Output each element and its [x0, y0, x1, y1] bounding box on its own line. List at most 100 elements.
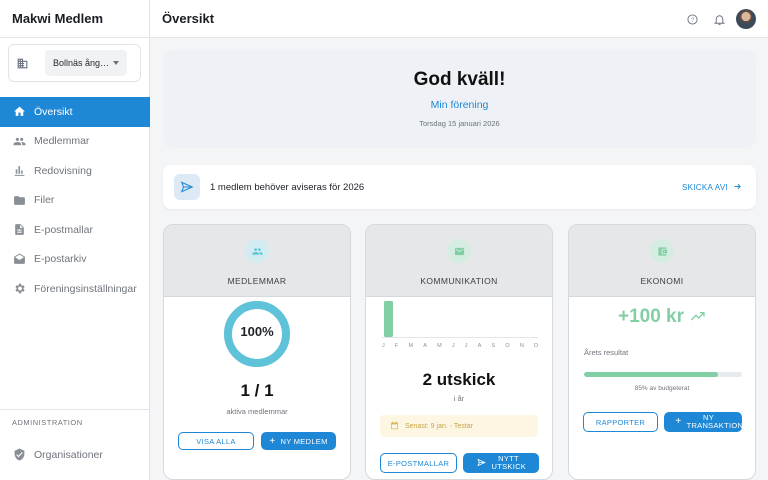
members-caption: aktiva medlemmar: [226, 407, 288, 416]
invoice-notice: 1 medlem behöver aviseras för 2026 SKICK…: [163, 165, 756, 209]
budget-progress-bar: [584, 372, 742, 377]
month-label: D: [533, 343, 538, 349]
greeting-panel: God kväll! Min förening Torsdag 15 janua…: [163, 50, 756, 148]
admin-section-label: ADMINISTRATION: [12, 418, 83, 427]
sends-count: 2 utskick: [422, 370, 496, 389]
month-label: N: [519, 343, 524, 349]
sidebar-nav: Översikt Medlemmar Redovisning Filer E-p…: [0, 97, 150, 304]
communication-card-title: KOMMUNIKATION: [420, 276, 498, 286]
plus-icon: +: [269, 435, 276, 447]
gear-icon: [12, 282, 26, 296]
sidebar-item-oversikt[interactable]: Översikt: [0, 97, 150, 127]
month-bar: [384, 301, 393, 337]
wallet-icon: [650, 239, 674, 263]
email-templates-button[interactable]: E-POSTMALLAR: [380, 453, 457, 473]
new-member-button[interactable]: + NY MEDLEM: [261, 432, 336, 450]
sidebar-item-label: E-postarkiv: [34, 253, 87, 266]
members-count: 1 / 1: [240, 381, 274, 400]
chevron-down-icon: [113, 61, 119, 65]
mail-icon: [447, 239, 471, 263]
user-avatar[interactable]: [736, 9, 756, 29]
members-donut-chart: [224, 301, 290, 367]
send-invoice-link[interactable]: SKICKA AVI: [682, 182, 742, 193]
economy-card: EKONOMI +100 kr Årets resultat 85% av bu…: [568, 224, 756, 480]
organization-selector: Bollnäs ång…: [8, 44, 141, 82]
organization-name: Bollnäs ång…: [53, 58, 110, 68]
building-icon: [15, 56, 29, 70]
organization-link[interactable]: Min förening: [430, 99, 489, 111]
month-label: A: [477, 343, 482, 349]
people-icon: [12, 134, 26, 148]
notifications-bell-icon[interactable]: [708, 8, 730, 30]
sidebar-item-e-postarkiv[interactable]: E-postarkiv: [0, 245, 150, 275]
monthly-sends-chart: [382, 301, 538, 338]
sidebar-item-label: Redovisning: [34, 164, 92, 177]
email-templates-label: E-POSTMALLAR: [387, 458, 450, 468]
sidebar: Makwi Medlem Bollnäs ång… Översikt Medle…: [0, 0, 150, 480]
arrow-right-icon: [733, 182, 742, 193]
greeting-title: God kväll!: [413, 69, 506, 90]
sidebar-item-medlemmar[interactable]: Medlemmar: [0, 127, 150, 157]
new-send-button[interactable]: NYTT UTSKICK: [463, 453, 539, 473]
members-card-title: MEDLEMMAR: [227, 276, 287, 286]
page-title: Översikt: [162, 11, 215, 26]
new-transaction-label: NY TRANSAKTION: [686, 413, 744, 430]
bar-chart-icon: [12, 164, 26, 178]
reports-label: RAPPORTER: [595, 417, 646, 427]
month-label: A: [423, 343, 427, 349]
send-invoice-label: SKICKA AVI: [682, 182, 728, 192]
sidebar-item-label: Organisationer: [34, 448, 103, 461]
reports-button[interactable]: RAPPORTER: [583, 412, 658, 432]
members-icon: [245, 239, 269, 263]
plus-icon: +: [675, 416, 682, 427]
month-label: F: [394, 343, 399, 349]
members-donut-arc: [224, 301, 290, 367]
month-label: M: [437, 343, 442, 349]
month-label: J: [464, 343, 468, 349]
sidebar-item-e-postmallar[interactable]: E-postmallar: [0, 215, 150, 245]
trending-up-icon: [690, 310, 706, 325]
sidebar-item-redovisning[interactable]: Redovisning: [0, 156, 150, 186]
organization-dropdown[interactable]: Bollnäs ång…: [45, 50, 127, 76]
shield-icon: [12, 448, 26, 462]
sidebar-item-label: Medlemmar: [34, 135, 90, 148]
budget-progress-fill: [584, 372, 719, 377]
new-member-label: NY MEDLEM: [280, 436, 328, 446]
new-transaction-button[interactable]: + NY TRANSAKTION: [664, 412, 744, 432]
month-label: S: [491, 343, 496, 349]
latest-send: Senast: 9 jan. - Testar: [380, 415, 538, 437]
svg-text:?: ?: [690, 17, 693, 23]
communication-card: KOMMUNIKATION J F M A M J J A S O N D 2 utskick i å…: [365, 224, 553, 480]
amount-value: +100 kr: [617, 306, 685, 327]
send-icon: [174, 174, 200, 200]
send-icon: [476, 458, 486, 469]
current-date: Torsdag 15 januari 2026: [419, 119, 500, 128]
sidebar-item-label: Översikt: [34, 105, 73, 118]
month-label: J: [382, 343, 385, 349]
show-all-button[interactable]: VISA ALLA: [178, 432, 254, 450]
mail-archive-icon: [12, 252, 26, 266]
sidebar-item-label: Filer: [34, 194, 55, 207]
sidebar-item-foreningsinstallningar[interactable]: Föreningsinställningar: [0, 274, 150, 304]
app-title: Makwi Medlem: [0, 0, 149, 38]
new-send-label: NYTT UTSKICK: [491, 454, 527, 471]
members-card: MEDLEMMAR 100% 1 / 1 aktiva medlemmar VI…: [163, 224, 351, 480]
sidebar-item-filer[interactable]: Filer: [0, 186, 150, 216]
members-percent: 100%: [240, 324, 274, 339]
help-icon[interactable]: ?: [681, 8, 703, 30]
month-label: M: [408, 343, 414, 349]
top-bar: Översikt ?: [150, 0, 768, 38]
notice-text: 1 medlem behöver aviseras för 2026: [210, 181, 365, 193]
sidebar-item-label: Föreningsinställningar: [34, 282, 137, 295]
annual-result-amount: +100 kr: [569, 306, 755, 328]
month-label: J: [451, 343, 455, 349]
document-icon: [12, 223, 26, 237]
latest-send-text: Senast: 9 jan. - Testar: [405, 422, 473, 430]
sidebar-divider: [0, 409, 150, 410]
home-icon: [12, 105, 26, 119]
folder-icon: [12, 193, 26, 207]
month-label: O: [505, 343, 510, 349]
sidebar-item-organisationer[interactable]: Organisationer: [0, 440, 150, 470]
show-all-label: VISA ALLA: [196, 436, 236, 446]
